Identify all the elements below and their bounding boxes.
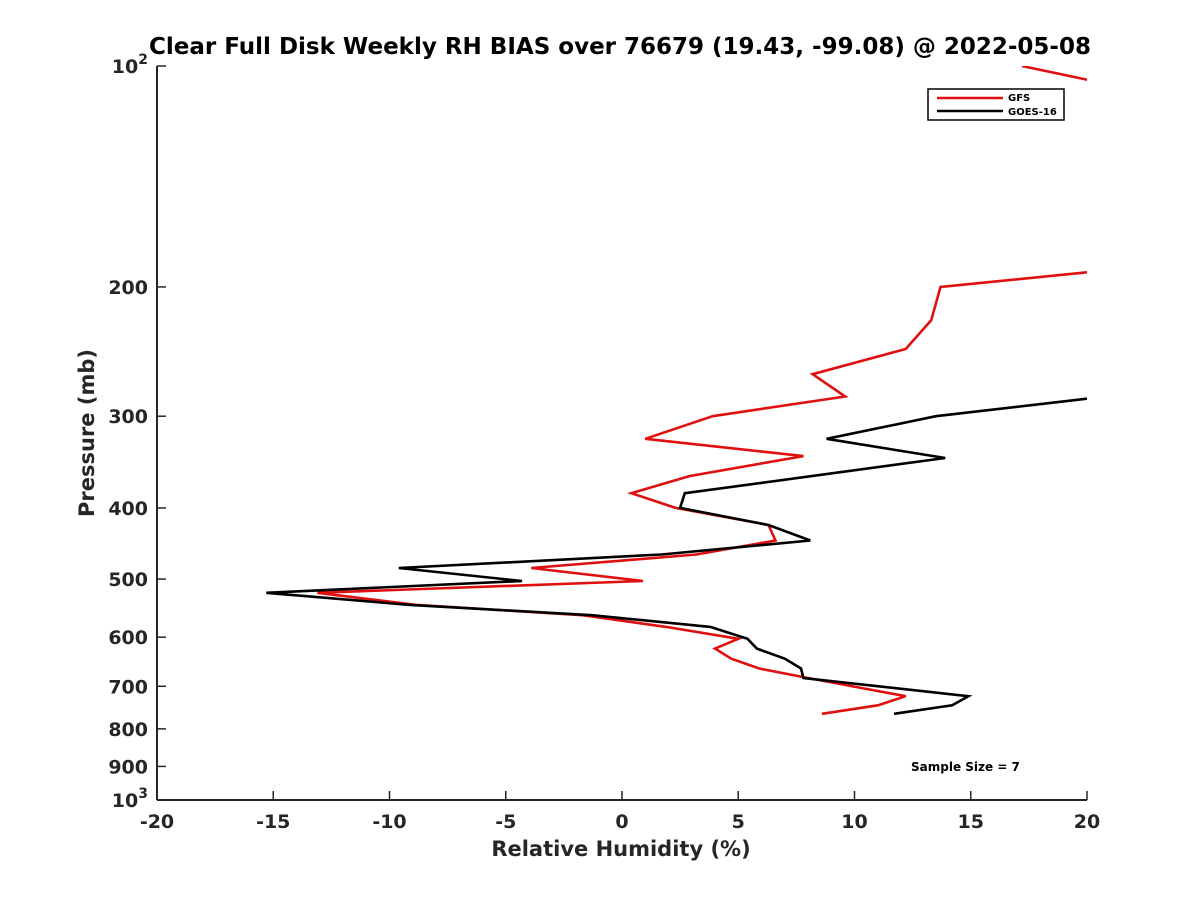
y-tick-label: 600 (108, 627, 148, 649)
chart-title: Clear Full Disk Weekly RH BIAS over 7667… (149, 34, 1091, 60)
y-ticks: 102 200 300 400 500 600 700 800 900 103 (108, 52, 166, 812)
y-tick-label: 400 (108, 498, 148, 520)
y-tick-label: 103 (112, 786, 148, 812)
legend: GFS GOES-16 (927, 88, 1065, 121)
plot-area (156, 66, 1087, 801)
legend-box (927, 88, 1065, 121)
legend-label-goes16: GOES-16 (1008, 107, 1057, 118)
x-tick-label: 15 (958, 811, 984, 833)
y-tick-label: 700 (108, 676, 148, 698)
y-tick-label: 300 (108, 406, 148, 428)
x-tick-label: -10 (372, 811, 406, 833)
y-tick-label: 800 (108, 719, 148, 741)
sample-size-annotation: Sample Size = 7 (911, 760, 1020, 774)
series-line-goes16 (266, 397, 1087, 716)
y-tick-label: 102 (112, 52, 148, 78)
legend-label-gfs: GFS (1008, 93, 1030, 104)
x-tick-label: 0 (615, 811, 628, 833)
y-tick-label: 500 (108, 569, 148, 591)
series-group (266, 66, 1087, 716)
y-axis-label: Pressure (mb) (75, 349, 99, 517)
y-tick-label: 200 (108, 277, 148, 299)
x-tick-label: -5 (495, 811, 516, 833)
x-tick-label: -20 (140, 811, 174, 833)
x-tick-label: 10 (841, 811, 867, 833)
x-ticks: -20 -15 -10 -5 0 5 10 15 20 (140, 791, 1100, 833)
y-tick-label: 900 (108, 756, 148, 778)
x-tick-label: 20 (1074, 811, 1100, 833)
x-tick-label: 5 (732, 811, 745, 833)
x-tick-label: -15 (256, 811, 290, 833)
x-axis-label: Relative Humidity (%) (491, 837, 750, 861)
series-line-gfs (317, 66, 1087, 716)
